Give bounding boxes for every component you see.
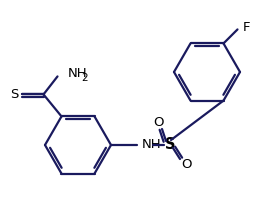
Text: 2: 2 <box>81 73 88 83</box>
Text: NH: NH <box>142 138 162 150</box>
Text: NH: NH <box>67 67 87 80</box>
Text: O: O <box>182 158 192 170</box>
Text: S: S <box>165 136 175 152</box>
Text: F: F <box>242 21 250 34</box>
Text: O: O <box>153 116 163 128</box>
Text: S: S <box>10 88 19 101</box>
